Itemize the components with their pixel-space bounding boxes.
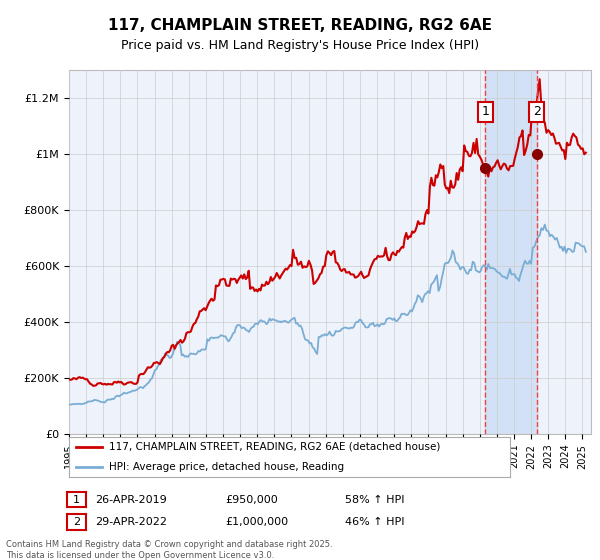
Text: 58% ↑ HPI: 58% ↑ HPI <box>345 494 404 505</box>
Text: 2: 2 <box>533 105 541 118</box>
Text: 26-APR-2019: 26-APR-2019 <box>95 494 167 505</box>
Text: 1: 1 <box>481 105 489 118</box>
Text: 1: 1 <box>73 494 80 505</box>
Text: Contains HM Land Registry data © Crown copyright and database right 2025.
This d: Contains HM Land Registry data © Crown c… <box>6 540 332 559</box>
Text: £1,000,000: £1,000,000 <box>225 517 288 527</box>
Text: £950,000: £950,000 <box>225 494 278 505</box>
Text: 117, CHAMPLAIN STREET, READING, RG2 6AE: 117, CHAMPLAIN STREET, READING, RG2 6AE <box>108 18 492 32</box>
Text: 29-APR-2022: 29-APR-2022 <box>95 517 167 527</box>
Text: 2: 2 <box>73 517 80 527</box>
Text: HPI: Average price, detached house, Reading: HPI: Average price, detached house, Read… <box>109 462 344 472</box>
Text: Price paid vs. HM Land Registry's House Price Index (HPI): Price paid vs. HM Land Registry's House … <box>121 39 479 53</box>
Bar <box>485 70 537 434</box>
Text: 117, CHAMPLAIN STREET, READING, RG2 6AE (detached house): 117, CHAMPLAIN STREET, READING, RG2 6AE … <box>109 442 440 452</box>
Text: 46% ↑ HPI: 46% ↑ HPI <box>345 517 404 527</box>
